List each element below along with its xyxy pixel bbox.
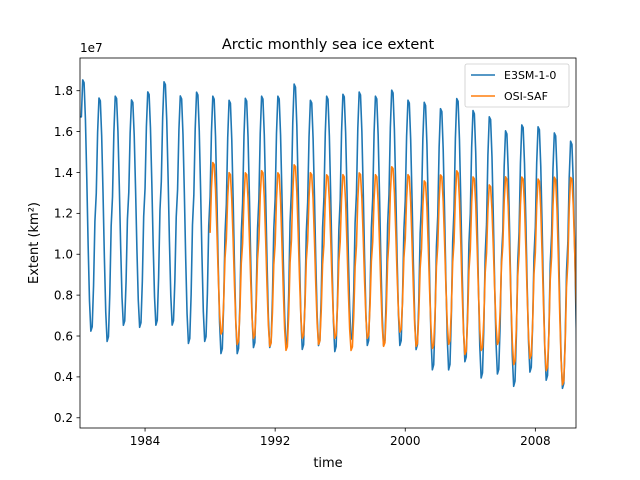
legend-label-e3sm-1-0: E3SM-1-0 [504, 69, 556, 82]
x-tick-label: 2008 [520, 434, 551, 448]
y-tick-label: 0.8 [54, 288, 73, 302]
y-tick-label: 0.2 [54, 411, 73, 425]
y-tick-label: 1.8 [54, 84, 73, 98]
y-tick-label: 1.4 [54, 166, 73, 180]
y-tick-label: 0.6 [54, 329, 73, 343]
y-tick-label: 1.6 [54, 125, 73, 139]
y-tick-label: 0.4 [54, 370, 73, 384]
chart-title: Arctic monthly sea ice extent [222, 37, 435, 53]
x-tick-label: 1984 [130, 434, 161, 448]
y-tick-label: 1.0 [54, 248, 73, 262]
x-tick-label: 1992 [260, 434, 291, 448]
y-axis-title: Extent (km²) [27, 202, 42, 284]
plot-frame [79, 57, 577, 429]
legend-label-osi-saf: OSI-SAF [504, 90, 548, 103]
series-line-e3sm-1-0 [80, 79, 576, 390]
series-line-osi-saf [209, 161, 576, 386]
y-axis-ticks: 0.2 0.4 0.6 0.8 1.0 1.2 1.4 1.6 1.8 [54, 84, 80, 425]
plot-area [80, 79, 576, 390]
legend: E3SM-1-0 OSI-SAF [464, 63, 570, 108]
x-axis-ticks: 1984 1992 2000 2008 [130, 428, 551, 448]
x-axis-title: time [313, 456, 342, 471]
y-tick-label: 1.2 [54, 207, 73, 221]
y-axis-offset-label: 1e7 [80, 41, 103, 55]
x-tick-label: 2000 [390, 434, 421, 448]
